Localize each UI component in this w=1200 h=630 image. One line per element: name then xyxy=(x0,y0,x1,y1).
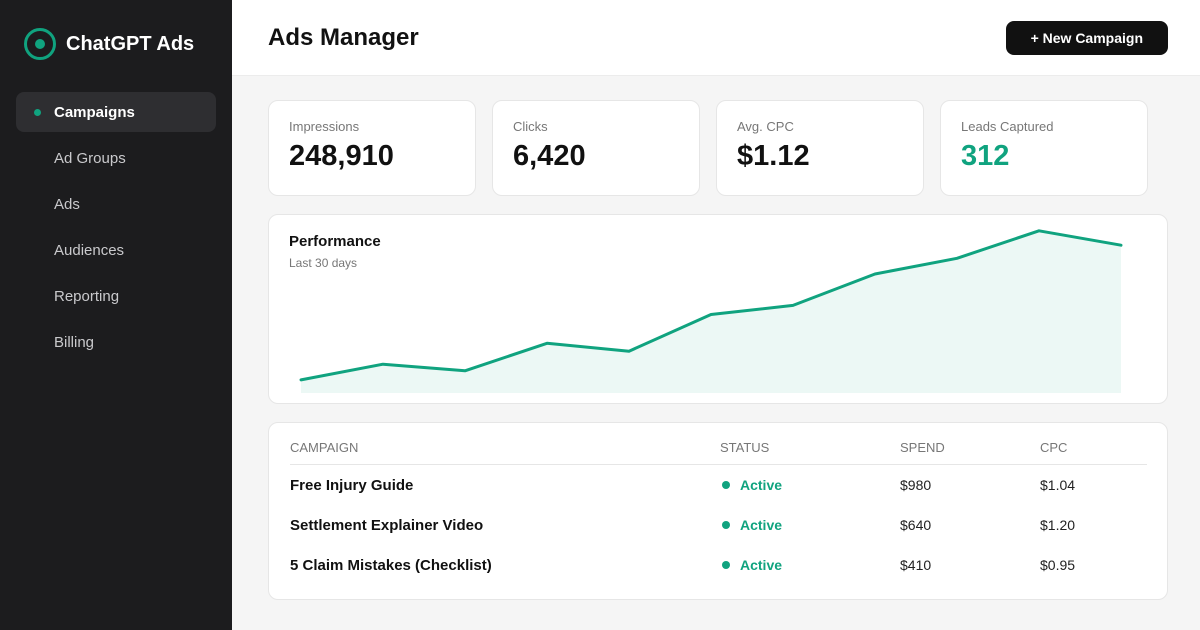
logo-icon xyxy=(24,28,56,60)
sidebar-item-label: Audiences xyxy=(54,241,125,259)
spend-value: $410 xyxy=(900,557,932,573)
status-dot-icon xyxy=(722,561,730,569)
table-row[interactable]: Settlement Explainer Video Active $640 $… xyxy=(290,505,1147,545)
brand: ChatGPT Ads xyxy=(16,0,216,88)
stat-value: 6,420 xyxy=(513,140,586,172)
campaign-name[interactable]: 5 Claim Mistakes (Checklist) xyxy=(290,556,492,574)
stat-label: Avg. CPC xyxy=(737,119,794,134)
table-header: CAMPAIGN STATUS SPEND CPC xyxy=(290,423,1147,465)
topbar: Ads Manager + New Campaign xyxy=(232,0,1200,76)
new-campaign-button[interactable]: + New Campaign xyxy=(1005,20,1168,55)
active-indicator-icon xyxy=(34,109,41,116)
campaign-name[interactable]: Settlement Explainer Video xyxy=(290,516,484,534)
sidebar-item-label: Campaigns xyxy=(54,103,135,121)
header-spend[interactable]: SPEND xyxy=(900,440,945,455)
stat-card-clicks: Clicks 6,420 xyxy=(492,100,700,196)
sidebar-item-label: Ads xyxy=(54,195,80,213)
stat-label: Leads Captured xyxy=(961,119,1054,134)
performance-title: Performance xyxy=(289,233,381,250)
content: Impressions 248,910 Clicks 6,420 Avg. CP… xyxy=(232,76,1200,600)
stat-value: 312 xyxy=(961,140,1010,172)
table-row[interactable]: 5 Claim Mistakes (Checklist) Active $410… xyxy=(290,545,1147,585)
sidebar-item-ad-groups[interactable]: Ad Groups xyxy=(16,138,216,178)
performance-card: Performance Last 30 days xyxy=(268,214,1168,404)
spend-value: $980 xyxy=(900,477,932,493)
campaign-table: CAMPAIGN STATUS SPEND CPC Free Injury Gu… xyxy=(268,422,1168,600)
stats-row: Impressions 248,910 Clicks 6,420 Avg. CP… xyxy=(268,100,1168,196)
cpc-value: $0.95 xyxy=(1040,557,1076,573)
table-row[interactable]: Free Injury Guide Active $980 $1.04 xyxy=(290,465,1147,505)
sidebar-item-label: Ad Groups xyxy=(54,149,126,167)
stat-label: Clicks xyxy=(513,119,548,134)
sidebar-item-ads[interactable]: Ads xyxy=(16,184,216,224)
sidebar-nav: Campaigns Ad Groups Ads Audiences Report… xyxy=(16,92,216,362)
sidebar-item-audiences[interactable]: Audiences xyxy=(16,230,216,270)
chart-area xyxy=(301,230,1121,393)
status-dot-icon xyxy=(722,521,730,529)
cpc-value: $1.20 xyxy=(1040,517,1076,533)
cpc-value: $1.04 xyxy=(1040,477,1076,493)
sidebar-item-campaigns[interactable]: Campaigns xyxy=(16,92,216,132)
stat-card-impressions: Impressions 248,910 xyxy=(268,100,476,196)
status-badge: Active xyxy=(720,557,900,573)
status-badge: Active xyxy=(720,517,900,533)
main-area: Ads Manager + New Campaign Impressions 2… xyxy=(232,0,1200,630)
performance-subtitle: Last 30 days xyxy=(289,256,358,270)
brand-name: ChatGPT Ads xyxy=(66,32,195,55)
chart-line xyxy=(299,229,1123,382)
sidebar-item-label: Billing xyxy=(54,333,95,351)
sidebar-item-label: Reporting xyxy=(54,287,120,305)
status-text: Active xyxy=(740,557,783,573)
sidebar: ChatGPT Ads Campaigns Ad Groups Ads Audi… xyxy=(0,0,232,630)
stat-label: Impressions xyxy=(289,119,360,134)
header-cpc[interactable]: CPC xyxy=(1040,440,1068,455)
sidebar-item-billing[interactable]: Billing xyxy=(16,322,216,362)
status-text: Active xyxy=(740,517,783,533)
performance-chart xyxy=(299,229,1123,393)
header-status[interactable]: STATUS xyxy=(720,440,770,455)
campaign-name[interactable]: Free Injury Guide xyxy=(290,476,414,494)
status-dot-icon xyxy=(722,481,730,489)
stat-card-avg-cpc: Avg. CPC $1.12 xyxy=(716,100,924,196)
stat-value: $1.12 xyxy=(737,140,810,172)
page-title: Ads Manager xyxy=(268,23,419,51)
status-text: Active xyxy=(740,477,783,493)
status-badge: Active xyxy=(720,477,900,493)
header-campaign[interactable]: CAMPAIGN xyxy=(290,440,359,455)
sidebar-item-reporting[interactable]: Reporting xyxy=(16,276,216,316)
stat-card-leads: Leads Captured 312 xyxy=(940,100,1148,196)
stat-value: 248,910 xyxy=(289,140,394,172)
spend-value: $640 xyxy=(900,517,932,533)
